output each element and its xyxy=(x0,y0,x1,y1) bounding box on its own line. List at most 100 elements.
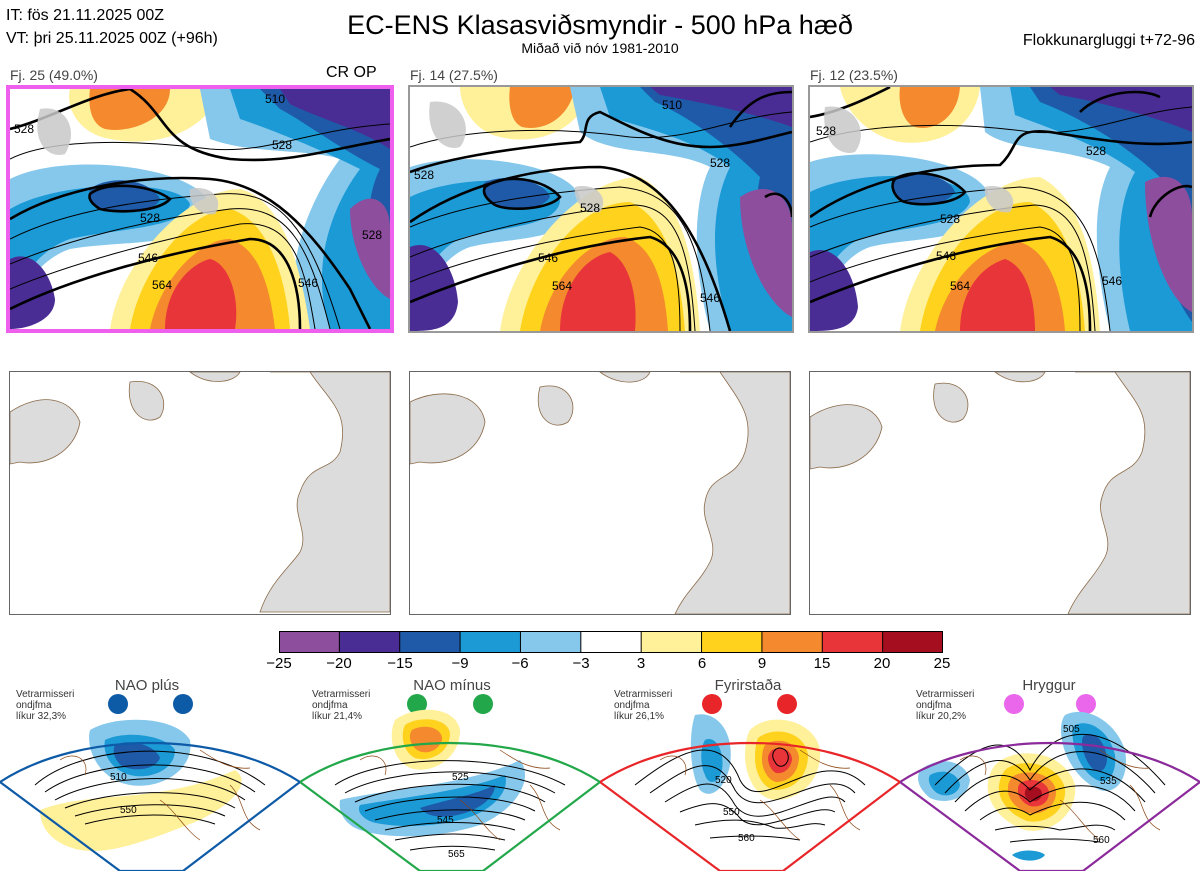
colorbar-cell xyxy=(338,630,401,654)
colorbar-tick-label: −15 xyxy=(387,655,413,672)
cluster-3-contour-labels: 528 528 528 546 564 546 xyxy=(816,124,1122,293)
contour-label: 528 xyxy=(816,124,836,138)
regime-marker-icon xyxy=(473,694,493,714)
page-subtitle: Miðað við nóv 1981-2010 xyxy=(521,40,679,56)
colorbar-cell xyxy=(821,630,884,654)
contour-label: 546 xyxy=(1102,274,1122,288)
regime-stat-line: Vetrarmisseri xyxy=(312,689,371,700)
colorbar-cell xyxy=(278,630,341,654)
regime-stat-line: Vetrarmisseri xyxy=(16,689,75,700)
regime-1-stats: Vetrarmisseri ondjfma líkur 32,3% xyxy=(16,689,74,722)
colorbar-cell xyxy=(519,630,582,654)
regime-2-name: NAO mínus xyxy=(413,677,491,694)
cluster-2-contour-labels: 510 528 528 546 564 546 528 xyxy=(414,98,730,305)
classification-window: Flokkunargluggi t+72-96 xyxy=(1022,32,1195,49)
regime-4-map: 505 535 560 xyxy=(898,690,1200,873)
regime-2-stats: Vetrarmisseri ondjfma líkur 21,4% xyxy=(312,689,370,722)
contour-label: 564 xyxy=(152,278,172,292)
regime-marker-icon xyxy=(702,694,722,714)
colorbar-tick-label: −20 xyxy=(326,655,352,672)
regime-stat-line: líkur 21,4% xyxy=(312,711,363,722)
colorbar-cell xyxy=(399,630,462,654)
colorbar-tick-label: −25 xyxy=(266,655,292,672)
cluster-1-tag: CR OP xyxy=(326,64,377,81)
regime-stat-line: ondjfma xyxy=(16,700,52,711)
contour-label: 525 xyxy=(452,772,469,783)
regime-stat-line: ondjfma xyxy=(916,700,952,711)
contour-label: 550 xyxy=(120,805,137,816)
colorbar-tick-label: −6 xyxy=(511,655,529,672)
regime-stat-line: líkur 20,2% xyxy=(916,711,967,722)
init-time: IT: fös 21.11.2025 00Z xyxy=(6,7,165,24)
page-title: EC-ENS Klasasviðsmyndir - 500 hPa hæð xyxy=(347,10,853,40)
contour-label: 550 xyxy=(723,807,740,818)
regime-1-name: NAO plús xyxy=(114,677,180,694)
regime-stat-line: ondjfma xyxy=(312,700,348,711)
colorbar-cell xyxy=(580,630,643,654)
cluster-1-label: Fj. 25 (49.0%) xyxy=(10,67,98,83)
contour-label: 505 xyxy=(1063,724,1080,735)
cluster-3-label: Fj. 12 (23.5%) xyxy=(810,67,898,83)
contour-label: 528 xyxy=(272,138,292,152)
colorbar-cell xyxy=(459,630,522,654)
cluster-2-label: Fj. 14 (27.5%) xyxy=(410,67,498,83)
contour-label: 510 xyxy=(110,772,127,783)
empty-map-2 xyxy=(409,371,791,615)
contour-label: 528 xyxy=(14,122,34,136)
contour-label: 528 xyxy=(580,201,600,215)
regime-marker-icon xyxy=(1076,694,1096,714)
contour-label: 510 xyxy=(662,98,682,112)
colorbar-tick-label: −9 xyxy=(451,655,469,672)
regime-3-stats: Vetrarmisseri ondjfma líkur 26,1% xyxy=(614,689,672,722)
regime-3-name: Fyrirstaða xyxy=(714,677,782,694)
colorbar-tick-label: 25 xyxy=(933,655,951,672)
regime-1-map: 510 550 xyxy=(0,690,302,873)
contour-label: 564 xyxy=(950,279,970,293)
regime-marker-icon xyxy=(173,694,193,714)
colorbar xyxy=(278,630,945,654)
contour-label: 545 xyxy=(437,815,454,826)
regime-marker-icon xyxy=(1004,694,1024,714)
colorbar-tick-label: 15 xyxy=(813,655,831,672)
colorbar-cell xyxy=(761,630,824,654)
contour-label: 546 xyxy=(138,251,158,265)
contour-label: 528 xyxy=(362,228,382,242)
contour-label: 528 xyxy=(140,211,160,225)
regime-stat-line: ondjfma xyxy=(614,700,650,711)
contour-label: 520 xyxy=(715,775,732,786)
contour-label: 535 xyxy=(1100,776,1117,787)
contour-label: 565 xyxy=(448,849,465,860)
regime-3-map: 520 550 560 xyxy=(598,690,902,873)
colorbar-cell xyxy=(640,630,703,654)
regime-marker-icon xyxy=(407,694,427,714)
regime-marker-icon xyxy=(777,694,797,714)
regime-stat-line: Vetrarmisseri xyxy=(916,689,975,700)
cluster-2-map: 510 528 528 546 564 546 528 xyxy=(408,85,794,333)
regime-4-name: Hryggur xyxy=(1022,677,1076,694)
regime-marker-icon xyxy=(108,694,128,714)
cluster-1-map: 510 528 528 528 546 564 546 528 xyxy=(6,85,394,333)
empty-map-1 xyxy=(9,371,391,615)
contour-label: 564 xyxy=(552,279,572,293)
cluster-1-contour-labels: 510 528 528 528 546 564 546 528 xyxy=(14,92,382,292)
regime-stat-line: Vetrarmisseri xyxy=(614,689,673,700)
cluster-3-map: 528 528 528 546 564 546 xyxy=(808,85,1194,333)
contour-label: 528 xyxy=(414,168,434,182)
empty-map-3 xyxy=(809,371,1191,615)
contour-label: 528 xyxy=(940,212,960,226)
contour-label: 560 xyxy=(1093,835,1110,846)
colorbar-tick-label: 3 xyxy=(636,655,646,672)
contour-label: 510 xyxy=(265,92,285,106)
contour-label: 546 xyxy=(700,291,720,305)
regime-2-map: 525 545 565 xyxy=(298,690,602,873)
contour-label: 546 xyxy=(538,251,558,265)
colorbar-tick-label: 20 xyxy=(873,655,891,672)
contour-label: 560 xyxy=(738,833,755,844)
valid-time: VT: þri 25.11.2025 00Z (+96h) xyxy=(6,30,218,47)
regime-4-stats: Vetrarmisseri ondjfma líkur 20,2% xyxy=(916,689,974,722)
contour-label: 546 xyxy=(298,276,318,290)
regime-stat-line: líkur 26,1% xyxy=(614,711,665,722)
colorbar-cell xyxy=(701,630,763,654)
colorbar-cell xyxy=(882,630,945,654)
contour-label: 528 xyxy=(1086,144,1106,158)
